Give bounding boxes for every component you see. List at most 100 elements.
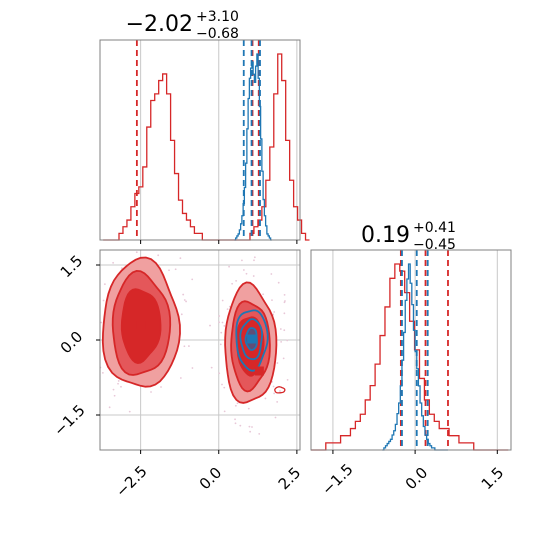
hist2-xtick-label: −1.5 [318, 460, 356, 498]
joint-sample-point [242, 269, 245, 271]
joint-sample-point [219, 343, 222, 346]
joint-sample-point [276, 401, 279, 403]
joint-sample-point [218, 372, 221, 375]
joint-sample-point [245, 272, 248, 275]
joint-sample-point [262, 293, 265, 296]
hist1-panel [99, 39, 310, 244]
joint-sample-point [179, 257, 182, 260]
joint-sample-point [226, 308, 229, 311]
joint-blue-contour [235, 309, 269, 372]
joint-sample-point [231, 282, 234, 285]
joint-sample-point [108, 406, 111, 409]
joint-sample-point [221, 299, 224, 302]
joint-ytick-label: −1.5 [50, 401, 88, 439]
joint-marker-blue [247, 334, 257, 344]
joint-sample-point [252, 275, 255, 277]
hist2-title-minus: −0.45 [413, 237, 456, 253]
joint-sample-point [100, 321, 103, 324]
joint-sample-point [223, 386, 226, 389]
joint-blue-contour [239, 318, 264, 361]
joint-sample-point [113, 394, 116, 397]
joint-sample-point [209, 324, 211, 327]
hist2-xtick-label: 1.5 [478, 464, 508, 494]
joint-sample-point [221, 383, 223, 386]
joint-sample-point [185, 300, 187, 303]
joint-sample-point [188, 345, 190, 347]
joint-sample-point [273, 311, 276, 313]
joint-sample-point [221, 321, 224, 324]
joint-sample-point [264, 397, 267, 400]
joint-sample-point [160, 386, 162, 388]
joint-sample-point [284, 300, 286, 302]
joint-sample-point [274, 416, 277, 419]
hist2-frame [310, 249, 512, 451]
joint-xtick-label: 2.5 [275, 464, 305, 494]
joint-sample-point [283, 293, 286, 296]
joint-xtick-label: 0.0 [196, 464, 226, 494]
hist1-histogram-blue [234, 53, 272, 241]
joint-sample-point [277, 281, 280, 284]
joint-sample-point [271, 299, 273, 302]
joint-sample-point [223, 325, 226, 327]
joint-sample-point [179, 377, 182, 379]
joint-sample-point [279, 328, 282, 330]
joint-sample-point [168, 269, 170, 272]
joint-ytick-label: 1.5 [57, 252, 87, 282]
joint-sample-point [183, 345, 186, 348]
joint-sample-point [220, 331, 223, 334]
joint-sample-point [120, 267, 123, 270]
joint-sample-point [120, 385, 122, 388]
joint-sample-point [279, 390, 281, 392]
hist1-title: −2.02 [126, 12, 193, 37]
joint-red-contour [274, 386, 286, 394]
hist2-histogram-red [311, 263, 509, 451]
joint-sample-point [273, 392, 276, 395]
joint-sample-point [182, 293, 185, 296]
joint-sample-point [150, 391, 152, 393]
hist2-xtick-label: 0.0 [402, 464, 432, 494]
joint-sample-point [282, 357, 285, 360]
hist2-histogram-blue [382, 263, 448, 451]
joint-sample-point [183, 299, 186, 301]
joint-sample-point [117, 380, 120, 382]
joint-sample-point [228, 265, 230, 268]
hist2-title-median: 0.19 [361, 223, 410, 248]
joint-sample-point [239, 424, 242, 427]
joint-frame [99, 249, 301, 451]
joint-sample-point [236, 402, 239, 405]
joint-sample-point [218, 321, 221, 324]
joint-sample-point [135, 251, 138, 254]
joint-xtick-label: −2.5 [112, 462, 150, 500]
joint-ytick-label: 0.0 [57, 328, 87, 358]
joint-sample-point [270, 273, 273, 275]
joint-panel [96, 249, 301, 454]
joint-marker-red [136, 320, 146, 330]
joint-sample-point [191, 278, 194, 281]
hist1-histogram-red [103, 53, 310, 241]
joint-marker-red [254, 366, 264, 376]
joint-sample-point [247, 407, 250, 410]
joint-sample-point [258, 432, 261, 435]
joint-sample-point [251, 426, 253, 428]
joint-sample-point [234, 418, 236, 421]
joint-sample-point [223, 410, 226, 413]
joint-sample-point [253, 259, 255, 262]
joint-sample-point [103, 283, 106, 286]
joint-sample-point [218, 315, 221, 317]
hist2-panel [310, 249, 512, 454]
joint-sample-point [283, 312, 286, 315]
joint-sample-point [248, 425, 251, 428]
joint-sample-point [286, 378, 289, 381]
joint-sample-point [112, 261, 115, 264]
joint-sample-point [101, 371, 104, 374]
joint-sample-point [234, 422, 237, 425]
joint-sample-point [276, 362, 279, 364]
joint-sample-point [249, 430, 252, 433]
joint-sample-point [117, 382, 119, 385]
joint-sample-point [280, 340, 283, 343]
joint-sample-point [102, 299, 105, 302]
joint-sample-point [253, 256, 256, 259]
joint-sample-point [128, 410, 131, 413]
joint-sample-point [191, 367, 194, 369]
